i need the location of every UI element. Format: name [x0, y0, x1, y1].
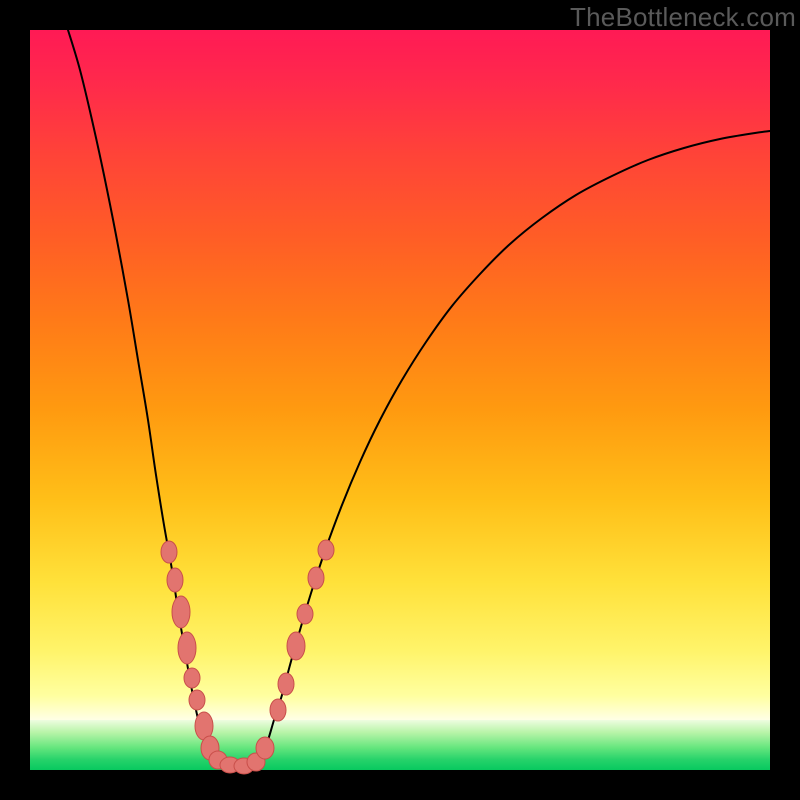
heat-gradient [30, 30, 770, 720]
frame-right [770, 0, 800, 800]
frame-bottom [0, 770, 800, 800]
frame-left [0, 0, 30, 800]
watermark-text: TheBottleneck.com [570, 2, 796, 33]
chart-stage: TheBottleneck.com [0, 0, 800, 800]
green-strip [30, 720, 770, 770]
